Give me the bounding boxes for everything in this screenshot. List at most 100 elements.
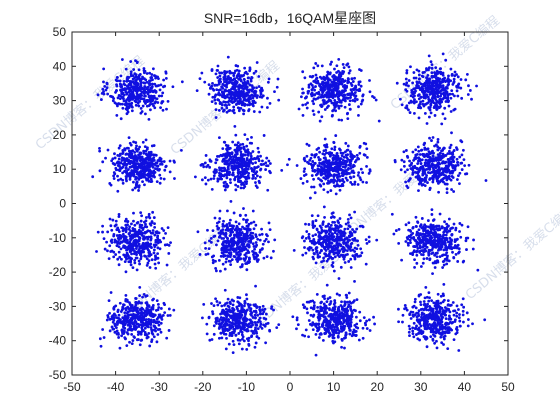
scatter-point: [145, 263, 149, 267]
scatter-point: [112, 171, 116, 174]
scatter-point: [405, 104, 409, 108]
scatter-point: [417, 159, 420, 163]
scatter-point: [405, 81, 409, 85]
scatter-point: [237, 250, 240, 254]
scatter-point: [459, 235, 463, 239]
scatter-point: [439, 247, 443, 251]
scatter-point: [419, 96, 423, 99]
scatter-point: [252, 86, 256, 90]
scatter-point: [349, 82, 353, 85]
scatter-point: [428, 136, 431, 140]
scatter-point: [98, 146, 101, 150]
scatter-point: [244, 94, 248, 98]
scatter-point: [326, 161, 330, 165]
scatter-point: [414, 153, 418, 157]
scatter-point: [139, 246, 143, 250]
scatter-point: [172, 159, 176, 163]
scatter-point: [228, 69, 232, 73]
scatter-point: [136, 83, 140, 87]
scatter-point: [450, 131, 453, 135]
scatter-point: [431, 272, 434, 275]
scatter-point: [426, 82, 429, 85]
scatter-point: [248, 94, 252, 98]
scatter-point: [341, 178, 345, 181]
scatter-point: [117, 157, 121, 161]
scatter-point: [458, 171, 462, 175]
scatter-point: [436, 72, 440, 75]
scatter-point: [237, 87, 241, 91]
scatter-point: [346, 81, 350, 85]
scatter-point: [266, 164, 270, 168]
scatter-point: [148, 266, 152, 269]
scatter-point: [330, 101, 334, 105]
scatter-point: [217, 258, 221, 262]
scatter-point: [216, 76, 220, 79]
scatter-point: [126, 316, 130, 319]
scatter-point: [268, 162, 272, 165]
scatter-point: [431, 244, 434, 248]
scatter-point: [265, 156, 269, 160]
scatter-point: [338, 158, 342, 162]
scatter-point: [119, 240, 123, 244]
scatter-point: [260, 86, 264, 90]
scatter-point: [146, 241, 150, 244]
scatter-point: [116, 104, 119, 108]
scatter-point: [445, 262, 449, 266]
scatter-point: [418, 153, 422, 156]
scatter-point: [137, 174, 141, 178]
scatter-point: [222, 108, 226, 112]
scatter-point: [234, 183, 238, 187]
scatter-point: [259, 89, 262, 92]
scatter-point: [206, 163, 210, 167]
scatter-point: [225, 182, 229, 186]
scatter-point: [153, 82, 157, 86]
scatter-point: [130, 105, 134, 109]
scatter-point: [264, 168, 268, 171]
scatter-point: [321, 91, 324, 95]
scatter-point: [351, 165, 355, 169]
scatter-point: [343, 261, 347, 264]
scatter-point: [127, 97, 131, 101]
scatter-point: [412, 87, 416, 91]
scatter-point: [204, 246, 207, 250]
scatter-point: [409, 99, 413, 103]
scatter-point: [242, 73, 246, 77]
scatter-point: [305, 95, 308, 99]
scatter-point: [230, 247, 234, 251]
scatter-point: [427, 100, 431, 103]
scatter-point: [223, 103, 227, 107]
scatter-point: [122, 99, 126, 103]
scatter-point: [131, 266, 135, 270]
scatter-point: [339, 167, 343, 171]
scatter-point: [416, 220, 419, 224]
scatter-point: [209, 177, 213, 181]
scatter-point: [139, 97, 143, 101]
scatter-point: [305, 106, 309, 110]
scatter-point: [232, 157, 235, 161]
scatter-point: [148, 156, 152, 160]
scatter-point: [335, 155, 338, 159]
scatter-point: [312, 113, 316, 116]
scatter-point: [239, 85, 243, 89]
scatter-point: [222, 181, 226, 185]
scatter-point: [98, 169, 102, 173]
scatter-point: [407, 108, 410, 112]
scatter-point: [457, 174, 460, 178]
scatter-point: [468, 89, 472, 92]
scatter-point: [340, 77, 344, 81]
scatter-point: [229, 199, 233, 203]
scatter-point: [338, 188, 342, 192]
scatter-point: [418, 250, 422, 253]
scatter-point: [420, 226, 424, 230]
scatter-point: [435, 227, 439, 231]
scatter-point: [349, 257, 353, 261]
scatter-point: [239, 154, 243, 157]
scatter-point: [417, 97, 421, 101]
scatter-point: [359, 69, 363, 72]
scatter-point: [426, 219, 430, 222]
scatter-point: [137, 184, 141, 188]
scatter-point: [130, 93, 134, 97]
scatter-point: [143, 173, 147, 176]
scatter-point: [129, 263, 133, 267]
